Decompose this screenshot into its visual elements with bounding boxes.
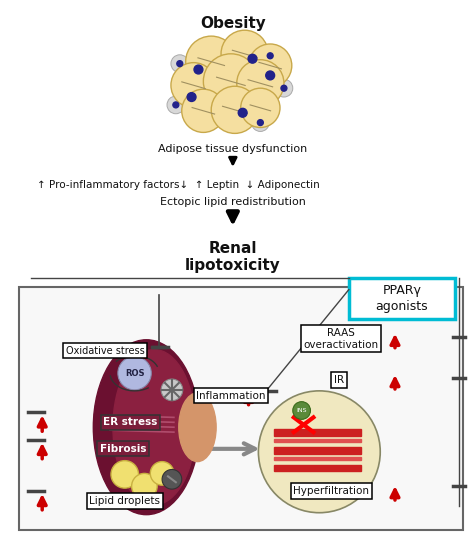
Text: Adipose tissue dysfunction: Adipose tissue dysfunction — [158, 144, 308, 154]
Circle shape — [203, 54, 258, 109]
Circle shape — [111, 461, 138, 488]
Circle shape — [194, 65, 203, 74]
Circle shape — [167, 96, 185, 114]
Circle shape — [132, 473, 157, 499]
Bar — [274, 439, 361, 442]
Circle shape — [173, 102, 179, 108]
Circle shape — [258, 391, 380, 513]
Circle shape — [161, 379, 182, 400]
Circle shape — [221, 30, 268, 78]
Circle shape — [281, 85, 287, 91]
Text: INS: INS — [296, 408, 307, 413]
Text: IR: IR — [334, 375, 344, 385]
Text: Oxidative stress: Oxidative stress — [66, 345, 145, 356]
Circle shape — [150, 461, 174, 485]
Circle shape — [241, 88, 280, 128]
Text: RAAS
overactivation: RAAS overactivation — [303, 328, 379, 350]
Circle shape — [261, 47, 279, 65]
Bar — [18, 287, 463, 530]
Text: Obesity: Obesity — [200, 17, 266, 31]
Circle shape — [211, 86, 258, 133]
Circle shape — [162, 469, 182, 489]
Text: Lipid droplets: Lipid droplets — [89, 496, 160, 506]
Circle shape — [248, 44, 292, 87]
Circle shape — [237, 60, 284, 107]
Circle shape — [171, 63, 216, 108]
Circle shape — [275, 79, 293, 97]
Ellipse shape — [93, 340, 200, 515]
Text: ROS: ROS — [125, 369, 144, 378]
Bar — [274, 447, 361, 454]
Text: Hyperfiltration: Hyperfiltration — [293, 486, 369, 496]
Text: Renal
lipotoxicity: Renal lipotoxicity — [185, 240, 281, 273]
Circle shape — [177, 61, 182, 67]
Text: PPARγ
agonists: PPARγ agonists — [375, 284, 428, 313]
Circle shape — [293, 402, 310, 419]
Circle shape — [252, 114, 269, 132]
Circle shape — [171, 55, 189, 72]
Circle shape — [187, 93, 196, 101]
Circle shape — [238, 108, 247, 117]
Circle shape — [257, 120, 263, 126]
Circle shape — [182, 89, 225, 133]
Ellipse shape — [179, 393, 216, 461]
Circle shape — [248, 54, 257, 63]
Text: Ectopic lipid redistribution: Ectopic lipid redistribution — [160, 197, 306, 208]
Bar — [274, 429, 361, 436]
Text: Inflammation: Inflammation — [196, 391, 265, 401]
Text: ER stress: ER stress — [103, 417, 158, 427]
Circle shape — [267, 53, 273, 59]
Bar — [274, 457, 361, 460]
Circle shape — [186, 36, 237, 87]
Text: ↑ Pro-inflammatory factors↓  ↑ Leptin  ↓ Adiponectin: ↑ Pro-inflammatory factors↓ ↑ Leptin ↓ A… — [37, 179, 320, 190]
Ellipse shape — [113, 350, 195, 505]
Circle shape — [118, 356, 151, 390]
Bar — [349, 278, 455, 319]
Bar — [274, 465, 361, 472]
Circle shape — [266, 71, 274, 80]
Text: Fibrosis: Fibrosis — [100, 444, 146, 454]
